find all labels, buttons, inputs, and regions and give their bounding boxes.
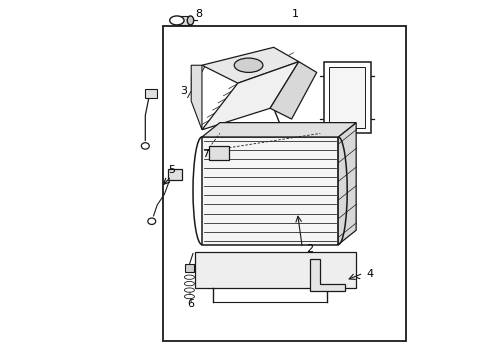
Polygon shape [202, 62, 299, 130]
Text: 6: 6 [188, 299, 195, 309]
Polygon shape [202, 47, 299, 83]
Bar [168, 169, 182, 180]
Bar [324, 62, 370, 134]
Text: 1: 1 [292, 9, 298, 19]
Ellipse shape [141, 143, 149, 149]
Polygon shape [310, 259, 345, 291]
Bar [329, 67, 365, 128]
Text: 2: 2 [306, 244, 313, 254]
Text: 3: 3 [180, 86, 188, 96]
Bar [177, 16, 191, 25]
Text: 7: 7 [202, 149, 209, 159]
Bar [209, 146, 229, 160]
Ellipse shape [234, 58, 263, 72]
Ellipse shape [184, 288, 195, 292]
Ellipse shape [184, 275, 195, 279]
Polygon shape [270, 62, 317, 119]
Polygon shape [338, 123, 356, 244]
Polygon shape [195, 252, 356, 288]
Text: 8: 8 [195, 9, 202, 19]
Text: 4: 4 [367, 269, 374, 279]
Ellipse shape [187, 16, 194, 25]
Polygon shape [191, 65, 202, 130]
Ellipse shape [148, 218, 156, 225]
Bar [145, 89, 157, 98]
Bar [185, 264, 194, 272]
Bar [163, 26, 406, 341]
Bar [202, 137, 338, 244]
Text: 5: 5 [168, 165, 175, 175]
Ellipse shape [170, 16, 184, 25]
Ellipse shape [184, 294, 195, 299]
Ellipse shape [184, 282, 195, 286]
Polygon shape [202, 123, 356, 137]
